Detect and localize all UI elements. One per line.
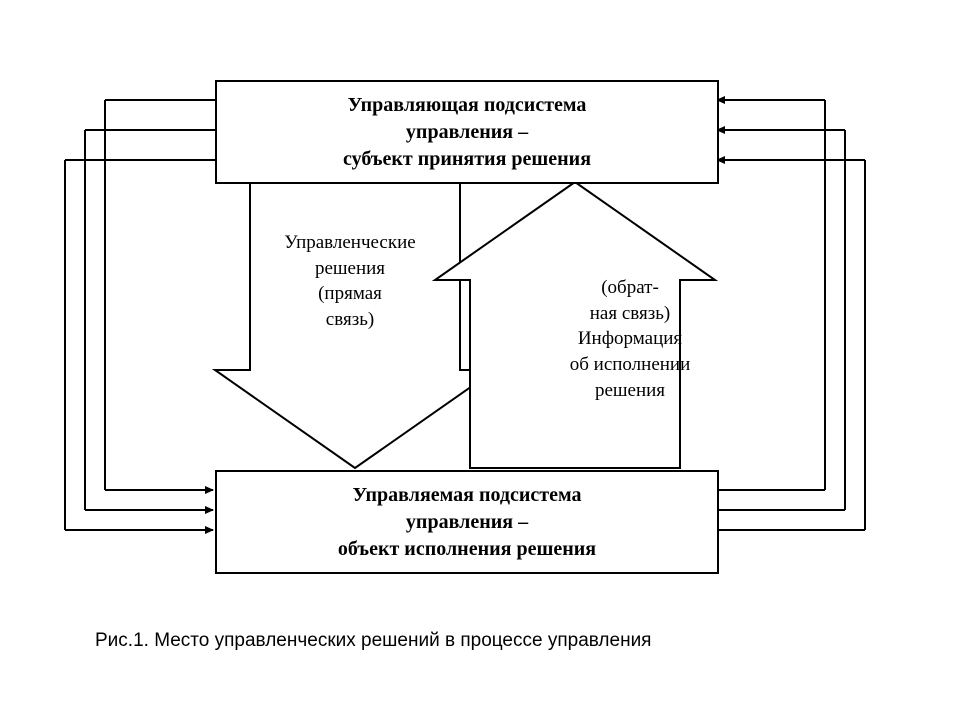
diagram-canvas: Управляющая подсистема управления – субъ…	[0, 0, 960, 720]
up-arrow-label: (обрат- ная связь) Информация об исполне…	[525, 275, 735, 403]
caption-text: Рис.1. Место управленческих решений в пр…	[95, 630, 651, 651]
top-box-line2: управления –	[217, 119, 717, 146]
bottom-box-line2: управления –	[217, 509, 717, 536]
up-label-l4: об исполнении	[525, 352, 735, 378]
down-label-l2: решения	[255, 256, 445, 282]
up-label-l1: (обрат-	[525, 275, 735, 301]
down-arrow-label: Управленческие решения (прямая связь)	[255, 230, 445, 333]
down-label-l4: связь)	[255, 307, 445, 333]
down-label-l1: Управленческие	[255, 230, 445, 256]
bottom-box: Управляемая подсистема управления – объе…	[215, 470, 719, 574]
figure-caption: Рис.1. Место управленческих решений в пр…	[95, 630, 651, 652]
bottom-box-line3: объект исполнения решения	[217, 536, 717, 563]
up-label-l5: решения	[525, 378, 735, 404]
top-box: Управляющая подсистема управления – субъ…	[215, 80, 719, 184]
down-label-l3: (прямая	[255, 281, 445, 307]
top-box-line3: субъект принятия решения	[217, 146, 717, 173]
up-label-l3: Информация	[525, 326, 735, 352]
bottom-box-line1: Управляемая подсистема	[217, 482, 717, 509]
top-box-line1: Управляющая подсистема	[217, 92, 717, 119]
up-label-l2: ная связь)	[525, 301, 735, 327]
